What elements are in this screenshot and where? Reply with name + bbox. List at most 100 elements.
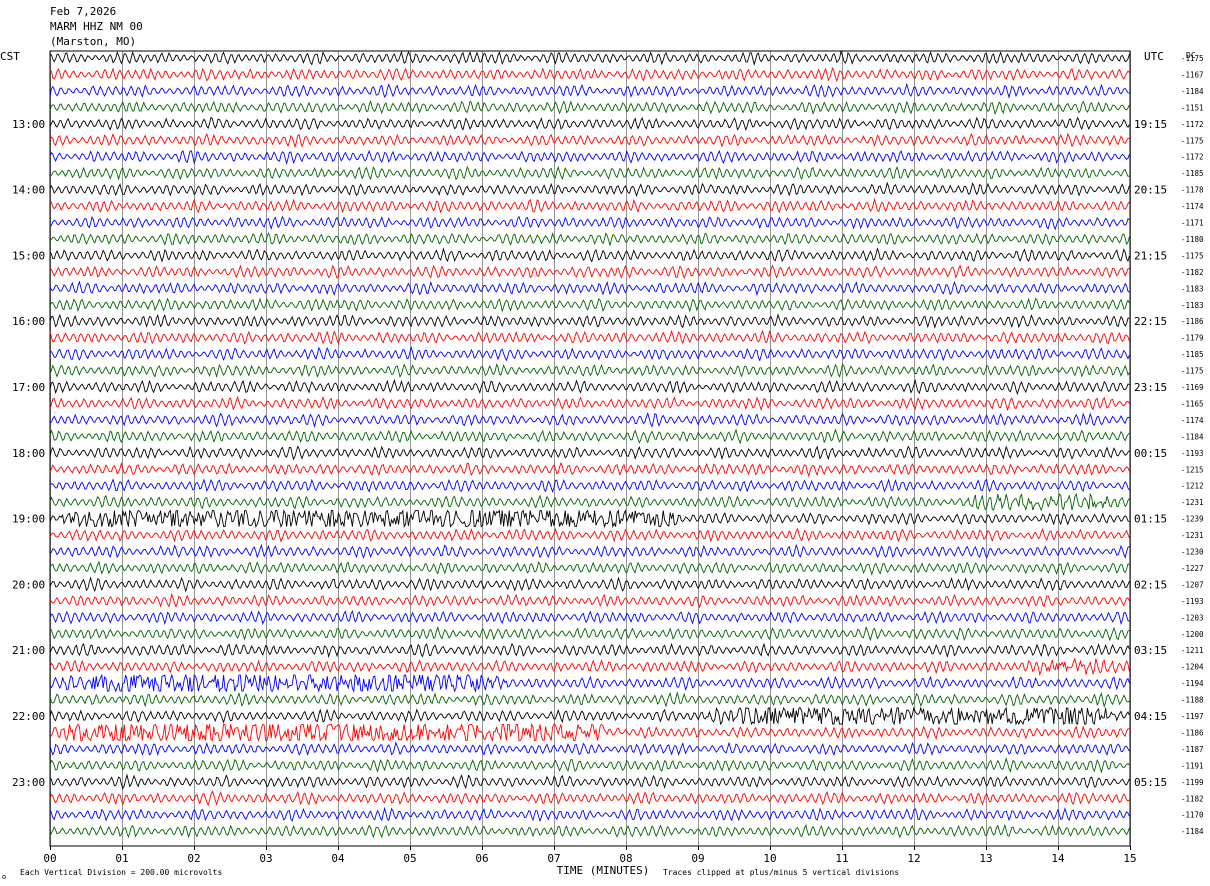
location-text: (Marston, MO) <box>50 35 136 48</box>
utc-hour-label: 04:15 <box>1134 710 1167 723</box>
trace-row <box>49 231 1130 247</box>
dc-offset-label: -1170 <box>1181 811 1204 820</box>
trace-row <box>49 82 1130 99</box>
dc-offset-label: -1187 <box>1181 745 1204 754</box>
dc-offset-label: -1197 <box>1181 712 1204 721</box>
right-timezone-label: UTC <box>1144 50 1164 63</box>
trace-row <box>49 806 1130 822</box>
dc-offset-label: -1185 <box>1181 169 1204 178</box>
trace-row <box>49 116 1130 132</box>
utc-hour-label: 20:15 <box>1134 184 1167 197</box>
cst-hour-label: 20:00 <box>12 578 45 591</box>
x-tick-label: 15 <box>1123 852 1136 865</box>
dc-offset-label: -1174 <box>1181 416 1204 425</box>
dc-offset-label: -1200 <box>1181 630 1204 639</box>
trace-row <box>49 823 1130 839</box>
trace-row <box>49 149 1130 166</box>
dc-offset-label: -1178 <box>1181 186 1204 195</box>
dc-offset-label: -1212 <box>1181 482 1204 491</box>
trace-row <box>49 625 1130 642</box>
trace-row <box>49 215 1130 231</box>
utc-hour-label: 05:15 <box>1134 776 1167 789</box>
dc-offset-label: -1231 <box>1181 531 1204 540</box>
trace-row <box>49 297 1130 313</box>
trace-row <box>49 132 1130 149</box>
dc-offset-label: -1184 <box>1181 432 1204 441</box>
time-grid <box>49 50 1131 847</box>
date-text: Feb 7,2026 <box>50 5 116 18</box>
trace-row <box>49 378 1130 396</box>
trace-row <box>49 691 1130 709</box>
utc-hour-label: 00:15 <box>1134 447 1167 460</box>
x-tick-label: 13 <box>979 852 992 865</box>
dc-offset-label: -1175 <box>1181 136 1204 145</box>
trace-row <box>49 280 1130 297</box>
dc-offset-label: -1172 <box>1181 153 1204 162</box>
cst-hour-label: 15:00 <box>12 249 45 262</box>
dc-offset-label: -1186 <box>1181 317 1204 326</box>
dc-offset-label: -1183 <box>1181 301 1204 310</box>
x-tick-label: 09 <box>691 852 704 865</box>
trace-row <box>49 592 1130 609</box>
trace-row <box>49 609 1130 626</box>
trace-row <box>49 773 1130 790</box>
trace-row <box>49 673 1130 693</box>
utc-hour-label: 23:15 <box>1134 381 1167 394</box>
dc-offset-label: -1165 <box>1181 399 1204 408</box>
trace-row <box>49 247 1130 263</box>
dc-offset-label: -1194 <box>1181 679 1204 688</box>
x-tick-label: 06 <box>475 852 488 865</box>
dc-offset-label: -1193 <box>1181 597 1204 606</box>
dc-header-label: DC <box>1186 51 1196 60</box>
dc-offset-label: -1151 <box>1181 103 1204 112</box>
dc-offset-label: -1193 <box>1181 449 1204 458</box>
x-tick-label: 11 <box>835 852 848 865</box>
dc-offset-label: -1182 <box>1181 268 1204 277</box>
dc-offset-label: -1227 <box>1181 564 1204 573</box>
trace-row <box>49 706 1130 726</box>
trace-row <box>49 527 1130 543</box>
utc-hour-label: 03:15 <box>1134 644 1167 657</box>
x-axis-label: TIME (MINUTES) <box>557 864 650 877</box>
dc-offset-label: -1203 <box>1181 613 1204 622</box>
trace-row <box>49 313 1130 329</box>
x-tick-label: 05 <box>403 852 416 865</box>
cst-hour-label: 18:00 <box>12 447 45 460</box>
dc-offset-label: -1182 <box>1181 794 1204 803</box>
x-tick-label: 08 <box>619 852 632 865</box>
footer-left-note: Each Vertical Division = 200.00 microvol… <box>20 868 222 877</box>
x-axis-tick-labels: 00 01 02 03 04 05 06 07 08 09 10 11 12 13 14 15 <box>43 846 1137 865</box>
dc-offset-label: -1175 <box>1181 367 1204 376</box>
trace-row <box>49 412 1130 429</box>
dc-offset-label: -1179 <box>1181 334 1204 343</box>
dc-offset-label: -1169 <box>1181 383 1204 392</box>
dc-offset-label: -1180 <box>1181 235 1204 244</box>
utc-hour-label: 19:15 <box>1134 118 1167 131</box>
trace-row <box>49 576 1130 593</box>
trace-row <box>49 329 1130 345</box>
dc-offset-label: -1204 <box>1181 663 1204 672</box>
dc-offset-label: -1171 <box>1181 219 1204 228</box>
trace-row <box>49 790 1130 807</box>
dc-offset-label: -1199 <box>1181 778 1204 787</box>
utc-hour-label: 22:15 <box>1134 315 1167 328</box>
utc-hour-label: 01:15 <box>1134 513 1167 526</box>
dc-offset-label: -1175 <box>1181 54 1204 63</box>
cst-hour-label: 23:00 <box>12 776 45 789</box>
trace-row <box>49 445 1130 461</box>
trace-row <box>49 99 1130 116</box>
trace-row <box>49 395 1130 412</box>
x-tick-label: 00 <box>43 852 56 865</box>
left-timezone-label: CST <box>0 50 20 63</box>
cst-hour-label: 16:00 <box>12 315 45 328</box>
cst-hour-label: 17:00 <box>12 381 45 394</box>
footer-right-note: Traces clipped at plus/minus 5 vertical … <box>663 868 899 877</box>
header: Feb 7,2026 MARM HHZ NM 00 (Marston, MO) <box>50 5 143 48</box>
x-tick-label: 01 <box>115 852 128 865</box>
trace-row <box>49 560 1130 576</box>
trace-row <box>49 642 1130 659</box>
dc-offset-label: -1215 <box>1181 465 1204 474</box>
trace-row <box>49 543 1130 560</box>
dc-offset-label: -1188 <box>1181 696 1204 705</box>
dc-offset-label: -1183 <box>1181 284 1204 293</box>
